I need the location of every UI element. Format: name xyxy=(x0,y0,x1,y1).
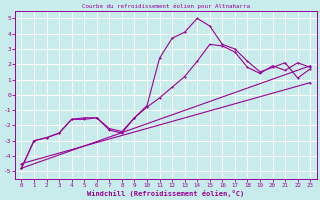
Title: Courbe du refroidissement éolien pour Altnaharra: Courbe du refroidissement éolien pour Al… xyxy=(82,3,250,9)
X-axis label: Windchill (Refroidissement éolien,°C): Windchill (Refroidissement éolien,°C) xyxy=(87,190,244,197)
